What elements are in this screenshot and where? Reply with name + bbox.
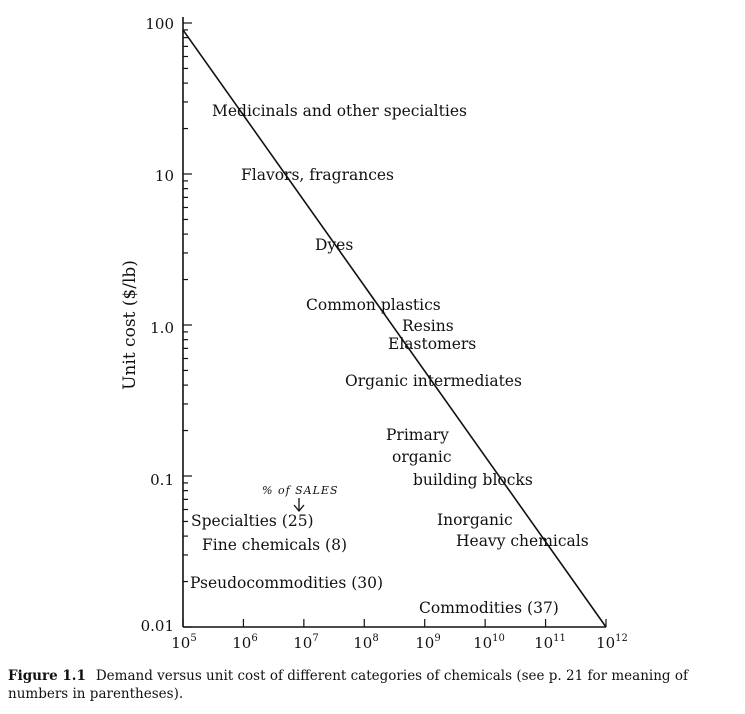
line-labels: Medicinals and other specialties Flavors… xyxy=(212,102,589,617)
axes xyxy=(182,17,606,628)
line-label-heavy-chemicals: Heavy chemicals xyxy=(456,532,589,550)
caption-text: Demand versus unit cost of different cat… xyxy=(8,668,688,702)
line-label-inorganic: Inorganic xyxy=(437,511,513,529)
series xyxy=(182,29,607,628)
line-label-resins: Resins xyxy=(402,317,454,335)
line-label-organic: organic xyxy=(392,448,452,466)
x-tick-label: 1010 xyxy=(473,633,505,652)
figure-caption: Figure 1.1 Demand versus unit cost of dif… xyxy=(8,667,738,703)
line-label-flavors: Flavors, fragrances xyxy=(241,166,394,184)
y-tick-label: 100 xyxy=(145,15,174,33)
x-tick-labels: 105 106 107 108 109 1010 1011 1012 xyxy=(171,633,628,652)
legend-labels: Specialties (25) Fine chemicals (8) Pseu… xyxy=(190,512,383,592)
line-label-building-blocks: building blocks xyxy=(413,471,533,489)
y-tick-label: 10 xyxy=(155,167,174,185)
y-tick-labels: 100 10 1.0 0.1 0.01 xyxy=(141,15,174,635)
line-label-dyes: Dyes xyxy=(315,236,353,254)
note-arrow-head xyxy=(293,504,305,513)
legend-pseudocommodities: Pseudocommodities (30) xyxy=(190,574,383,592)
x-tick-label: 109 xyxy=(415,633,440,652)
x-tick-label: 108 xyxy=(353,633,378,652)
handwritten-note: % of SALES xyxy=(262,484,339,513)
line-label-medicinals: Medicinals and other specialties xyxy=(212,102,467,120)
legend-specialties: Specialties (25) xyxy=(191,512,314,530)
line-label-elastomers: Elastomers xyxy=(388,335,476,353)
demand-cost-line xyxy=(182,29,607,628)
line-label-primary: Primary xyxy=(386,426,449,444)
x-tick-label: 106 xyxy=(232,633,257,652)
x-tick-label: 1012 xyxy=(596,633,628,652)
y-tick-label: 1.0 xyxy=(150,319,174,337)
line-label-common-plastics: Common plastics xyxy=(306,296,441,314)
x-tick-label: 107 xyxy=(293,633,318,652)
chart: 105 106 107 108 109 1010 1011 1012 100 1… xyxy=(120,15,628,652)
line-label-commodities: Commodities (37) xyxy=(419,599,559,617)
percent-of-sales-note: % of SALES xyxy=(262,484,339,497)
x-tick-label: 105 xyxy=(171,633,196,652)
figure-label: Figure 1.1 xyxy=(8,668,86,684)
legend-fine-chemicals: Fine chemicals (8) xyxy=(202,536,347,554)
y-axis-label: Unit cost ($/lb) xyxy=(120,260,140,390)
y-tick-label: 0.01 xyxy=(141,617,174,635)
y-tick-label: 0.1 xyxy=(150,471,174,489)
line-label-organic-intermediates: Organic intermediates xyxy=(345,372,522,390)
ticks xyxy=(182,22,607,628)
x-tick-label: 1011 xyxy=(534,633,566,652)
